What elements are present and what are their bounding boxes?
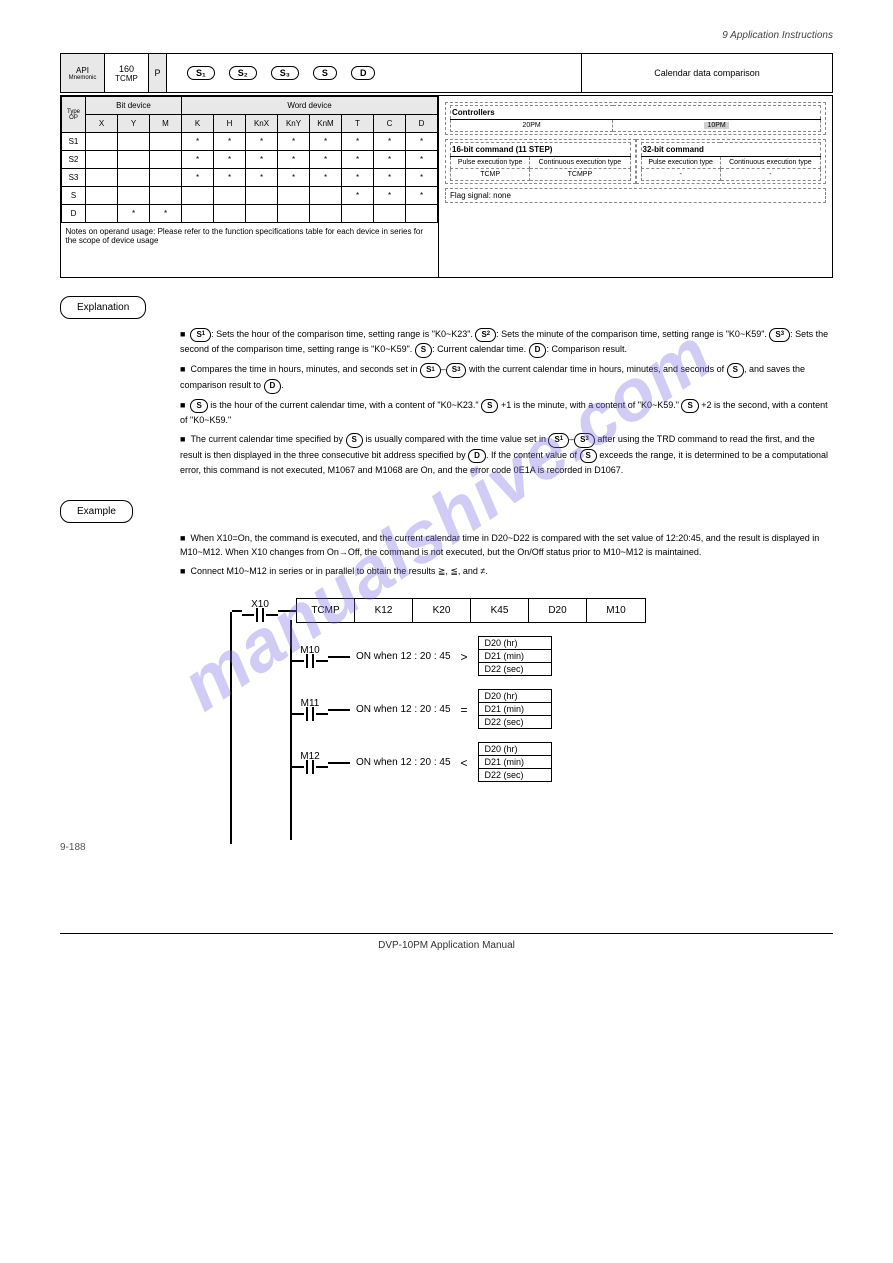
instruction-header: API Mnemonic 160 TCMP P S₁ S₂ S₃ S D Cal… (60, 53, 833, 93)
operand-grid: TypeOP Bit device Word device XYMKHKnXKn… (60, 95, 833, 278)
operand-pill: D (351, 66, 376, 80)
example-text: ■ When X10=On, the command is executed, … (180, 531, 833, 578)
page-footer: DVP-10PM Application Manual (60, 933, 833, 951)
right-info-panel: Controllers 20PM 10PM 16-bit command (11… (439, 96, 832, 277)
contact-x10: X10 (242, 599, 278, 622)
device-table: TypeOP Bit device Word device XYMKHKnXKn… (61, 96, 439, 277)
api-number: 160 TCMP (105, 54, 149, 92)
explanation-label: Explanation (60, 296, 146, 319)
page-number: 9-188 (60, 842, 833, 853)
operand-pill: S₂ (229, 66, 257, 80)
operand-pill: S₃ (271, 66, 299, 80)
example-label: Example (60, 500, 133, 523)
explanation-text: ■ S1: Sets the hour of the comparison ti… (180, 327, 833, 478)
ladder-diagram: X10 TCMPK12K20K45D20M10 M10ON when 12 : … (230, 598, 833, 782)
p-cell: P (149, 54, 167, 92)
operand-pill: S (313, 66, 337, 80)
api-label-cell: API Mnemonic (61, 54, 105, 92)
operands-cell: S₁ S₂ S₃ S D (167, 54, 582, 92)
instruction-box: TCMPK12K20K45D20M10 (296, 598, 646, 623)
function-desc: Calendar data comparison (582, 54, 832, 92)
page-header: 9 Application Instructions (60, 30, 833, 41)
operand-pill: S₁ (187, 66, 215, 80)
